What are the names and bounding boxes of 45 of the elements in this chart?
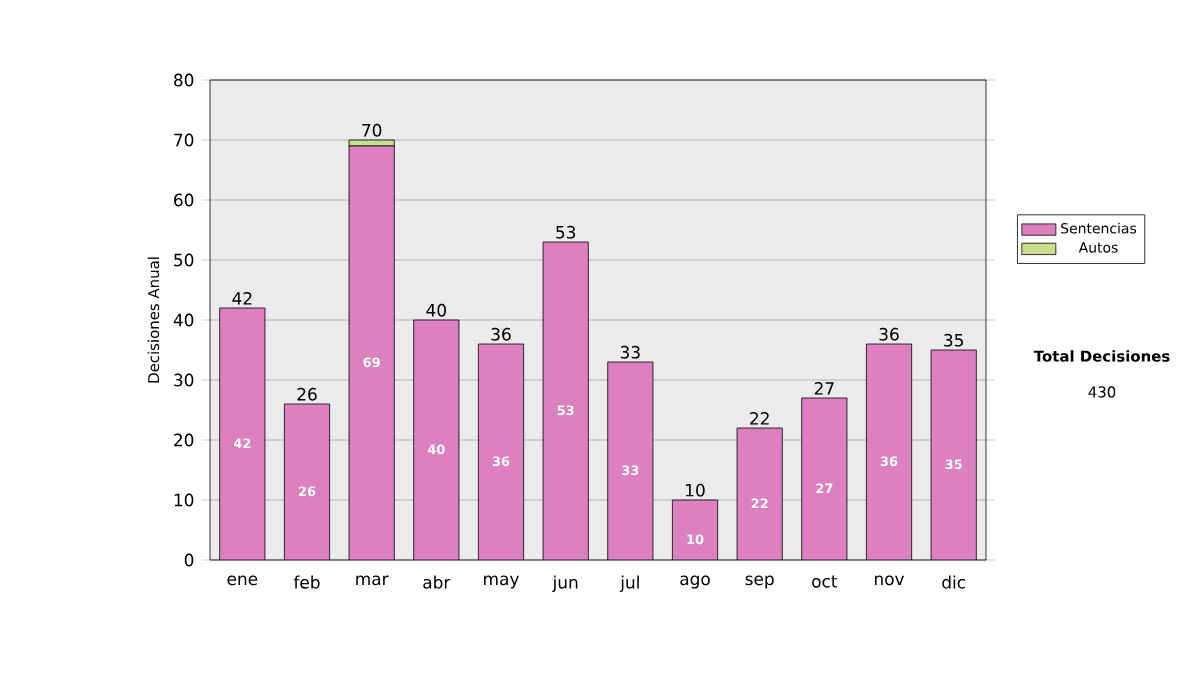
y-tick-label: 80 bbox=[174, 73, 194, 87]
x-tick-label: jul bbox=[619, 575, 639, 592]
bar bbox=[413, 320, 459, 560]
x-tick-label: ago bbox=[680, 575, 710, 589]
bar bbox=[672, 500, 718, 560]
y-tick-label: 70 bbox=[174, 133, 194, 147]
total-label: 42 bbox=[232, 292, 252, 305]
x-tick-label: nov bbox=[874, 575, 905, 586]
total-label: 10 bbox=[686, 483, 705, 497]
y-tick-label: 40 bbox=[173, 313, 194, 327]
x-tick-label: sep bbox=[745, 575, 774, 589]
bar bbox=[930, 349, 977, 560]
bar bbox=[284, 404, 330, 560]
y-tick-label: 0 bbox=[184, 553, 194, 567]
x-tick-label: mar bbox=[356, 575, 389, 586]
y-tick-label: 30 bbox=[174, 373, 194, 387]
x-tick-label: jun bbox=[552, 575, 578, 592]
total-label: 40 bbox=[426, 303, 446, 317]
x-tick-label: may bbox=[484, 575, 519, 589]
total-label: 22 bbox=[750, 412, 769, 425]
total-label: 26 bbox=[297, 387, 317, 401]
bar bbox=[737, 428, 783, 560]
total-label: 70 bbox=[362, 123, 382, 137]
y-tick-label: 10 bbox=[174, 493, 194, 507]
total-label: 27 bbox=[814, 382, 834, 395]
x-tick-label: abr bbox=[423, 575, 451, 589]
y-tick-label: 60 bbox=[174, 193, 194, 207]
x-tick-label: ene bbox=[227, 575, 258, 586]
x-tick-label: oct bbox=[812, 575, 838, 588]
x-tick-label: feb bbox=[293, 575, 320, 589]
total-label: 36 bbox=[879, 327, 899, 341]
bar bbox=[607, 362, 653, 560]
bar bbox=[543, 242, 589, 560]
total-label: 53 bbox=[556, 225, 576, 239]
bar bbox=[349, 146, 395, 560]
total-label: 33 bbox=[620, 345, 640, 359]
bar bbox=[801, 398, 847, 560]
total-label: 35 bbox=[944, 333, 963, 347]
y-tick-label: 50 bbox=[174, 253, 194, 267]
bar bbox=[866, 344, 912, 560]
bar bbox=[219, 308, 265, 560]
y-tick-label: 20 bbox=[174, 433, 194, 447]
total-label: 36 bbox=[491, 327, 511, 341]
x-tick-label: dic bbox=[942, 575, 965, 589]
bar bbox=[478, 344, 524, 560]
